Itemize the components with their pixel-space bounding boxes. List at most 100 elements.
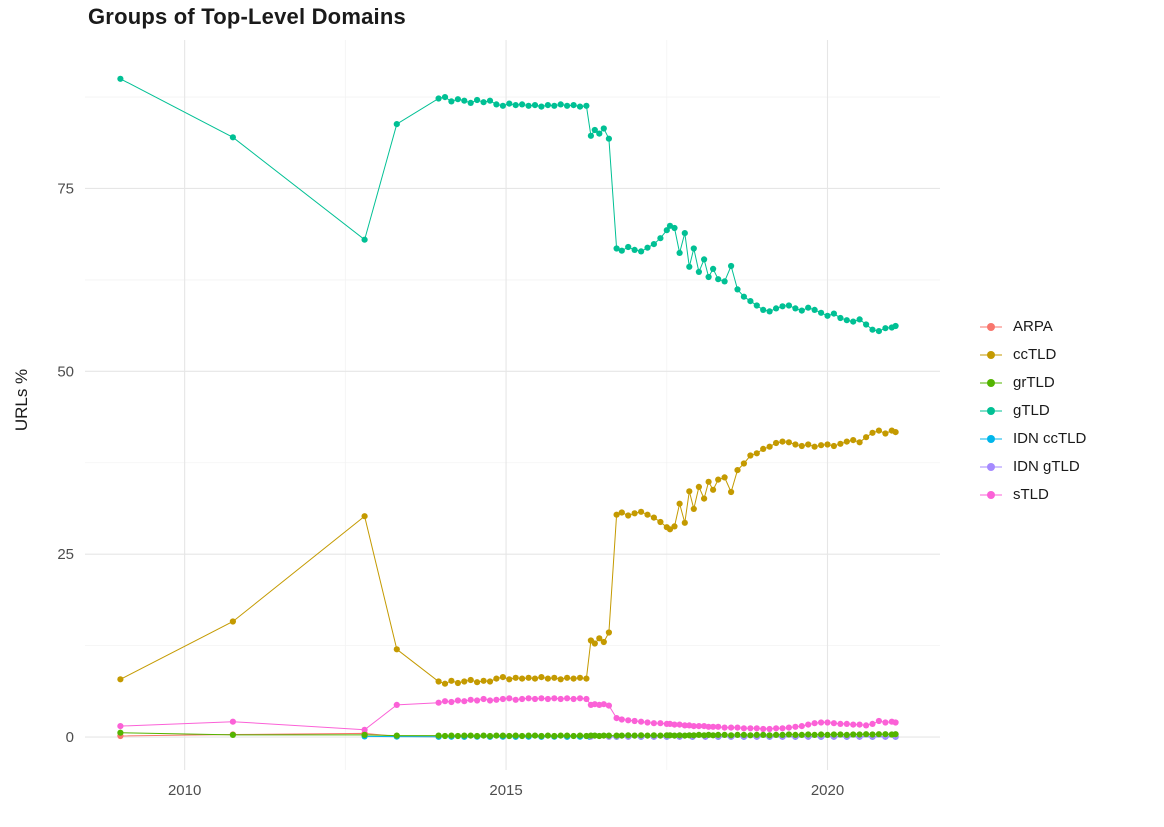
data-point-grtld: [701, 732, 708, 739]
data-point-stld: [863, 722, 870, 729]
data-point-stld: [474, 697, 481, 704]
data-point-stld: [721, 724, 728, 731]
data-point-stld: [728, 724, 735, 731]
data-point-stld: [773, 725, 780, 732]
data-point-cctld: [792, 441, 799, 448]
data-point-gtld: [506, 100, 513, 107]
data-point-stld: [435, 699, 442, 706]
data-point-grtld: [117, 729, 124, 736]
data-point-stld: [531, 695, 539, 703]
data-point-cctld: [837, 440, 844, 447]
data-point-cctld: [824, 441, 831, 448]
data-point-gtld: [850, 318, 857, 325]
data-point-stld: [570, 695, 577, 703]
data-point-cctld: [740, 460, 748, 467]
data-point-cctld: [766, 443, 773, 450]
data-point-grtld: [666, 732, 674, 739]
data-point-cctld: [650, 514, 658, 521]
data-point-grtld: [710, 732, 717, 739]
data-point-stld: [600, 701, 607, 708]
data-point-grtld: [474, 732, 481, 740]
data-point-cctld: [728, 488, 735, 496]
data-point-grtld: [875, 731, 883, 738]
data-point-gtld: [892, 322, 899, 330]
legend: ARPA ccTLD grTLD gTLD IDN ccTLD IDN gTLD sTLD: [978, 316, 1086, 505]
legend-item-gtld: gTLD: [978, 400, 1086, 421]
data-point-stld: [766, 725, 773, 733]
data-point-stld: [811, 720, 818, 727]
data-point-gtld: [441, 94, 449, 101]
data-point-cctld: [493, 675, 500, 682]
data-point-stld: [892, 719, 899, 726]
data-point-cctld: [850, 437, 857, 444]
data-point-grtld: [631, 732, 638, 739]
data-point-grtld: [519, 732, 526, 740]
data-point-gtld: [882, 325, 889, 332]
data-point-grtld: [613, 732, 620, 739]
data-point-cctld: [544, 675, 552, 682]
data-point-stld: [638, 718, 645, 725]
data-point-cctld: [570, 675, 577, 682]
data-point-gtld: [587, 132, 595, 139]
data-point-stld: [631, 717, 638, 725]
data-point-gtld: [480, 99, 487, 106]
data-point-gtld: [657, 235, 664, 242]
data-point-stld: [818, 719, 825, 726]
data-point-stld: [715, 723, 722, 730]
data-point-cctld: [564, 674, 571, 681]
data-point-gtld: [785, 302, 793, 309]
data-point-grtld: [499, 732, 506, 739]
legend-item-grtld: grTLD: [978, 372, 1086, 393]
data-point-cctld: [531, 675, 539, 682]
data-point-stld: [576, 695, 584, 702]
data-point-gtld: [557, 101, 564, 108]
data-point-stld: [690, 723, 697, 730]
legend-key-dot: [987, 378, 995, 387]
data-point-gtld: [467, 99, 474, 106]
data-point-stld: [551, 695, 558, 702]
data-point-grtld: [715, 731, 722, 739]
data-point-gtld: [525, 102, 532, 109]
data-point-gtld: [773, 305, 780, 312]
data-point-cctld: [512, 674, 519, 681]
legend-key-dot: [987, 434, 995, 443]
data-point-gtld: [531, 102, 539, 109]
data-point-grtld: [480, 732, 487, 739]
data-point-grtld: [824, 731, 831, 739]
data-point-gtld: [760, 306, 767, 313]
data-point-gtld: [605, 135, 613, 142]
data-point-gtld: [701, 256, 708, 263]
data-point-cctld: [600, 638, 607, 646]
data-point-gtld: [690, 245, 697, 252]
data-point-gtld: [753, 302, 760, 309]
data-point-cctld: [486, 678, 494, 685]
data-point-grtld: [551, 732, 558, 740]
legend-key-dot: [987, 322, 995, 331]
data-point-cctld: [613, 511, 620, 518]
data-point-cctld: [798, 442, 805, 450]
data-point-gtld: [493, 101, 500, 108]
data-point-cctld: [461, 678, 468, 685]
data-point-gtld: [638, 248, 645, 255]
data-point-grtld: [773, 731, 780, 739]
data-point-grtld: [681, 732, 688, 739]
data-point-gtld: [613, 245, 620, 252]
data-point-gtld: [564, 102, 571, 109]
data-point-stld: [740, 725, 748, 732]
data-point-stld: [747, 725, 754, 732]
data-point-stld: [544, 695, 552, 703]
data-point-grtld: [843, 731, 850, 739]
data-point-grtld: [676, 732, 683, 739]
data-point-stld: [117, 723, 124, 730]
data-point-stld: [361, 726, 368, 733]
legend-key-icon: [980, 378, 1002, 387]
data-point-gtld: [644, 244, 651, 251]
data-point-gtld: [766, 308, 773, 315]
data-point-cctld: [644, 511, 651, 518]
data-point-gtld: [576, 103, 584, 110]
data-point-cctld: [474, 679, 481, 686]
data-point-grtld: [557, 732, 564, 739]
data-point-cctld: [671, 523, 678, 530]
data-point-cctld: [618, 509, 625, 516]
